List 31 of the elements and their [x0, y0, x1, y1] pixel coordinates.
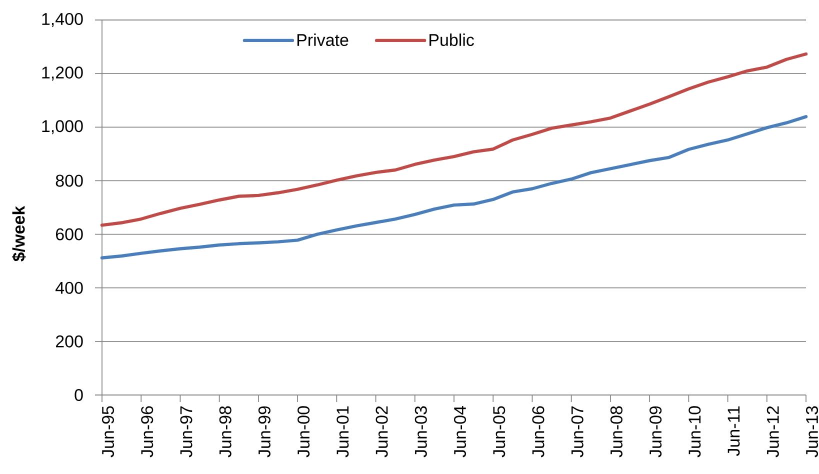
- x-tick-label: Jun-99: [258, 406, 270, 458]
- y-axis-title: $/week: [12, 206, 26, 262]
- y-tick-label: 1,400: [42, 12, 83, 28]
- y-tick-label: 200: [56, 335, 83, 348]
- x-tick-label: Jun-97: [180, 406, 192, 458]
- legend-label: Public: [430, 34, 474, 46]
- legend-label: Private: [297, 34, 348, 46]
- x-tick-label: Jun-12: [766, 406, 779, 458]
- x-tick-label: Jun-95: [102, 406, 114, 458]
- x-tick-label: Jun-03: [414, 406, 427, 458]
- x-tick-label: Jun-07: [571, 406, 584, 458]
- y-tick-label: 400: [56, 282, 83, 294]
- x-tick-label: Jun-10: [688, 406, 701, 458]
- x-tick-label: Jun-98: [219, 406, 232, 458]
- y-tick-label: 1,200: [42, 66, 83, 81]
- y-tick-label: 1,000: [42, 120, 83, 134]
- x-tick-label: Jun-11: [728, 406, 740, 456]
- x-tick-label: Jun-96: [141, 406, 154, 458]
- y-tick-label: 800: [56, 174, 83, 187]
- x-tick-label: Jun-08: [610, 406, 622, 458]
- y-tick-label: 600: [56, 228, 83, 240]
- x-tick-label: Jun-01: [336, 406, 349, 458]
- y-tick-label: 0: [74, 388, 83, 402]
- x-tick-label: Jun-13: [806, 406, 818, 458]
- x-tick-label: Jun-05: [493, 406, 506, 458]
- x-tick-label: Jun-00: [298, 406, 310, 458]
- x-tick-label: Jun-06: [532, 406, 544, 458]
- x-tick-label: Jun-04: [454, 406, 466, 458]
- x-tick-label: Jun-02: [376, 406, 388, 458]
- x-tick-label: Jun-09: [650, 406, 662, 458]
- line-series: [100, 52, 808, 227]
